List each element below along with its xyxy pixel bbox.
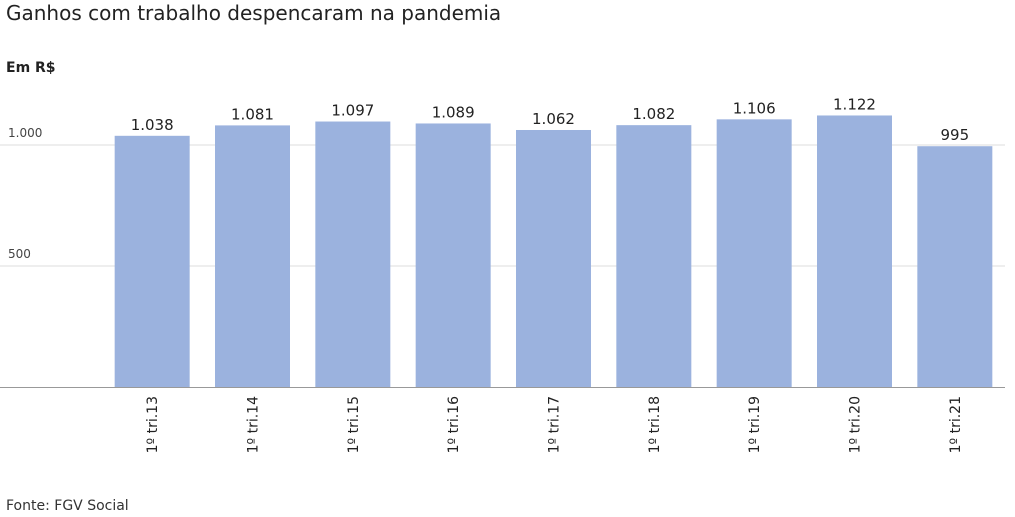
- bar: [215, 125, 290, 387]
- bar: [917, 146, 993, 387]
- x-tick-label: 1º tri.16: [446, 396, 462, 453]
- value-label: 1.106: [733, 99, 776, 117]
- y-tick-label: 500: [8, 247, 31, 261]
- x-tick-label: 1º tri.21: [948, 396, 964, 453]
- x-tick-label: 1º tri.18: [647, 396, 663, 453]
- bar: [817, 115, 892, 387]
- value-label: 1.097: [331, 102, 374, 120]
- x-tick-label: 1º tri.14: [246, 396, 262, 453]
- x-tick-label: 1º tri.20: [848, 396, 864, 453]
- value-label: 995: [941, 126, 970, 144]
- value-label: 1.062: [532, 110, 575, 128]
- bar: [716, 119, 792, 388]
- chart-subtitle: Em R$: [6, 60, 56, 76]
- value-label: 1.122: [833, 95, 876, 113]
- bar: [114, 135, 190, 387]
- value-label: 1.038: [131, 116, 174, 134]
- x-tick-label: 1º tri.19: [747, 396, 763, 453]
- source: Fonte: FGV Social: [6, 498, 129, 514]
- x-tick-label: 1º tri.17: [547, 396, 563, 453]
- value-label: 1.081: [231, 105, 274, 123]
- bar: [616, 125, 692, 387]
- x-tick-label: 1º tri.13: [145, 396, 161, 453]
- bar: [315, 121, 391, 387]
- bar: [516, 129, 591, 387]
- value-label: 1.082: [632, 105, 675, 123]
- x-tick-label: 1º tri.15: [346, 396, 362, 453]
- chart-title: Ganhos com trabalho despencaram na pande…: [6, 1, 501, 25]
- value-label: 1.089: [432, 103, 475, 121]
- y-tick-label: 1.000: [8, 126, 42, 140]
- bar: [415, 123, 491, 387]
